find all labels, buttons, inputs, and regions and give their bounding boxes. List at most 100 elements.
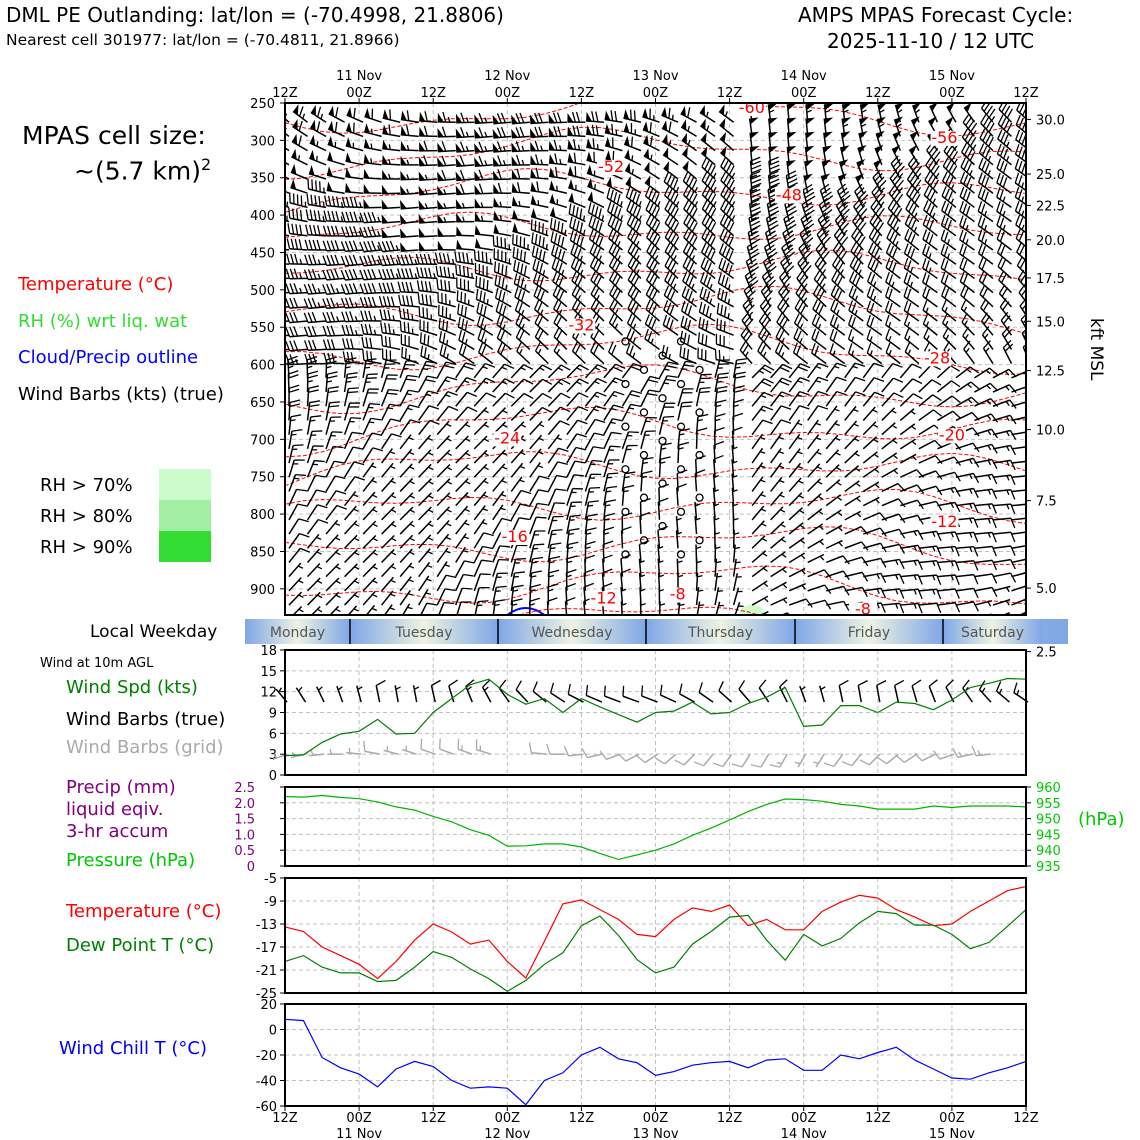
wind-barb-staff [826,616,844,619]
wind-barb-full [941,200,947,211]
wind-barb-full [748,262,758,270]
wind-barb-full [717,376,729,379]
wind-barb-staff [695,572,699,591]
wind-barb-staff [918,500,937,507]
wind-barb-full [965,191,971,202]
wind-barb-half [395,273,399,279]
wind-barb-staff [640,389,650,407]
wind-barb-full [289,403,301,408]
wind-barb-staff [566,447,577,464]
wind-barb-staff [751,505,765,521]
wind-barb-full [463,573,474,577]
wind-barb-full [747,258,757,266]
weekday-name: Wednesday [531,625,612,641]
wind-barb-full [425,379,436,383]
wind-barb-staff [548,175,567,180]
wind-barb-half [895,226,900,232]
wind-barb-flag [310,104,316,116]
wind-barb-full [651,319,657,330]
wind-barb-full [1018,231,1024,242]
wind-barb-half [911,440,917,446]
wind-barb-full [520,277,525,288]
wind-barb-half [861,123,867,128]
wind-barb-half [424,203,428,209]
wind-barb-half [322,216,325,222]
wind-barb-full [272,268,275,278]
wind-barb-full [592,231,597,242]
wind-barb-half [317,608,323,613]
wind-barb-staff [514,296,531,308]
wind-barb-full [311,311,317,323]
wind-barb-staff [941,209,957,223]
wind-barb-half [593,408,599,412]
wind-barb-full [462,345,467,356]
wind-barb-staff [978,152,994,166]
wind-barb-half [695,503,701,507]
wind-barb-full [498,679,507,689]
wind-barb-flag [549,193,556,204]
wind-barb-staff [584,405,597,421]
wind-barb-staff [510,462,524,478]
wind-barb-full [290,253,295,265]
wind-barb-staff [492,449,506,464]
wind-barb-flag [290,163,297,175]
wind-barb-full [626,200,632,211]
wind-barb-staff [683,753,696,766]
wind-barb-half [446,509,452,513]
wind-barb-full [288,388,300,393]
wind-barb-half [785,283,790,288]
wind-barb-full [922,229,928,240]
wind-barb-staff [308,203,327,209]
wind-barb-half [873,453,879,458]
wind-barb-full [768,156,779,162]
wind-barb-staff [863,557,881,564]
wind-barb-full [327,375,338,379]
wind-barb-full [923,200,929,211]
wind-barb-staff [793,322,809,336]
wind-barb-full [816,272,823,283]
wind-barb-staff [603,445,611,464]
wind-barb-half [872,424,878,428]
wind-barb-half [709,312,712,319]
wind-barb-staff [571,280,586,294]
wind-barb-staff [885,252,901,265]
wind-barb-full [782,290,791,300]
wind-barb-half [1044,545,1047,550]
wind-barb-half [604,518,610,521]
wind-barb-full [724,277,729,288]
wind-barb-staff [1016,251,1026,262]
wind-barb-full [841,194,851,203]
wind-barb-half [483,409,489,414]
wind-barb-full [925,288,931,299]
wind-barb-full [293,326,299,337]
wind-barb-full [682,242,689,253]
wind-barb-staff [400,149,419,152]
wind-barb-staff [642,128,660,138]
wind-barb-full [353,461,365,466]
wind-barb-staff [1014,168,1026,178]
wind-barb-full [885,257,891,268]
wind-barb-staff [604,144,623,152]
wind-barb-full [701,228,708,238]
wind-barb-full [978,157,984,168]
wind-barb-staff [1030,476,1048,478]
wind-barb-half [631,155,634,161]
wind-barb-staff [510,558,517,577]
wind-barb-full [311,179,314,190]
wind-barb-full [516,261,520,273]
wind-barb-staff [900,559,919,564]
wind-barb-full [981,145,988,156]
wind-barb-half [800,539,806,544]
wind-barb-flag [418,156,426,166]
wind-barb-half [409,523,415,528]
wind-barb-full [660,456,671,460]
wind-barb-full [501,291,506,303]
wind-barb-full [896,179,905,189]
wind-barb-full [723,306,727,317]
wind-barb-full [354,476,366,481]
wind-barb-staff [658,416,665,435]
wind-barb-full [812,284,820,295]
wind-barb-full [954,602,961,613]
wind-barb-full [685,259,692,270]
wind-barb-full [635,193,641,205]
